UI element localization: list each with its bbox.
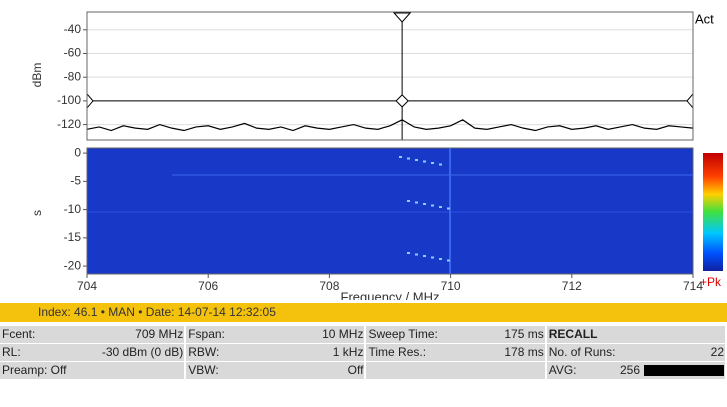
waterfall-dot: [423, 203, 426, 205]
info-value: 178 ms: [504, 345, 544, 359]
info-cell: RECALL: [546, 326, 725, 343]
info-label: RBW:: [188, 345, 220, 359]
y-tick-label: -120: [57, 117, 81, 131]
waterfall-dot: [439, 206, 442, 208]
info-cell: Sweep Time: 175 ms: [366, 326, 545, 343]
y-axis-label: dBm: [30, 63, 44, 88]
waterfall-dot: [431, 162, 434, 164]
charts: dBm s Frequency / MHz Act +Pk -40 -60 -80 -…: [30, 11, 723, 304]
info-label: Sweep Time:: [368, 327, 438, 341]
info-cell: Fcent: 709 MHz: [0, 326, 185, 343]
info-label: Preamp: Off: [2, 363, 67, 377]
info-value: 256: [619, 363, 640, 377]
info-label: No. of Runs:: [548, 345, 616, 359]
x-tick-label: 704: [77, 279, 97, 293]
marker-diamond: [395, 94, 409, 108]
info-value: -30 dBm (0 dB): [101, 345, 184, 359]
y-tick-label: -10: [64, 202, 82, 216]
side-label: Act: [695, 11, 714, 26]
info-table: Fcent: 709 MHz Fspan: 10 MHz Sweep Time: 175 …: [0, 326, 727, 380]
y-tick-label: -40: [64, 22, 82, 36]
info-value: 709 MHz: [135, 327, 184, 341]
y-tick-label: -15: [64, 230, 82, 244]
y-tick-label: -100: [57, 93, 81, 107]
progress-bar: [644, 365, 724, 376]
x-tick-label: 708: [319, 279, 339, 293]
info-value: Off: [347, 363, 364, 377]
waterfall-dot: [439, 258, 442, 260]
info-label: AVG:: [548, 363, 577, 377]
color-bar: [703, 153, 723, 271]
waterfall: [86, 147, 694, 275]
info-cell: Time Res.: 178 ms: [366, 344, 545, 361]
y-tick-label: -5: [70, 174, 81, 188]
waterfall-dot: [399, 156, 402, 158]
info-cell: Preamp: Off: [0, 362, 185, 379]
waterfall-dot: [423, 160, 426, 163]
plot-area: [87, 12, 693, 140]
info-label: RL:: [2, 345, 21, 359]
info-value: 22: [710, 345, 724, 359]
waterfall-dot: [415, 201, 418, 204]
info-label: RECALL: [548, 327, 598, 341]
info-label: Time Res.:: [368, 345, 427, 359]
waterfall-dot: [407, 200, 410, 202]
plot-border: [86, 11, 694, 141]
x-tick-label: 714: [683, 279, 703, 293]
waterfall-dot: [447, 207, 450, 210]
side-label: +Pk: [700, 275, 722, 289]
status-bar: Index: 46.1 • MAN • Date: 14-07-14 12:32…: [0, 303, 727, 322]
x-axis-label: Frequency / MHz: [341, 289, 440, 300]
info-row: RL: -30 dBm (0 dB) RBW: 1 kHz Time Res.: 178 …: [0, 344, 727, 361]
waterfall-dot: [407, 252, 410, 254]
waterfall-dot: [431, 204, 434, 207]
info-value: 10 MHz: [322, 327, 364, 341]
waterfall-dot: [407, 157, 410, 160]
info-label: VBW:: [188, 363, 219, 377]
status-text: Index: 46.1 • MAN • Date: 14-07-14 12:32…: [38, 305, 276, 319]
y-tick-label: -60: [64, 46, 82, 60]
info-row: Preamp: Off VBW: Off AVG: 256: [0, 362, 727, 379]
info-cell: RL: -30 dBm (0 dB): [0, 344, 185, 361]
info-cell: No. of Runs: 22: [546, 344, 725, 361]
waterfall-dot: [415, 159, 418, 161]
x-tick-label: 706: [198, 279, 218, 293]
info-value: 175 ms: [504, 327, 544, 341]
marker-handle: [393, 12, 412, 23]
info-cell: Fspan: 10 MHz: [186, 326, 365, 343]
info-label: Fcent:: [2, 327, 36, 341]
waterfall-dot: [431, 256, 434, 259]
y-tick-label: -80: [64, 69, 82, 83]
info-cell: AVG: 256: [546, 362, 725, 379]
info-cell: VBW: Off: [186, 362, 365, 379]
waterfall-dot: [439, 163, 442, 166]
info-label: Fspan:: [188, 327, 225, 341]
info-cell: [366, 362, 545, 379]
x-tick-label: 710: [441, 279, 461, 293]
waterfall-dot: [415, 253, 418, 256]
trace: [86, 119, 694, 132]
info-row: Fcent: 709 MHz Fspan: 10 MHz Sweep Time: 175 …: [0, 326, 727, 343]
y-axis-label: s: [30, 210, 44, 216]
info-value: 1 kHz: [332, 345, 364, 359]
y-tick-label: -20: [64, 258, 82, 272]
waterfall-dot: [447, 259, 450, 262]
y-tick-label: 0: [74, 145, 81, 159]
info-cell: RBW: 1 kHz: [186, 344, 365, 361]
x-tick-label: 712: [562, 279, 582, 293]
waterfall-dot: [423, 255, 426, 257]
